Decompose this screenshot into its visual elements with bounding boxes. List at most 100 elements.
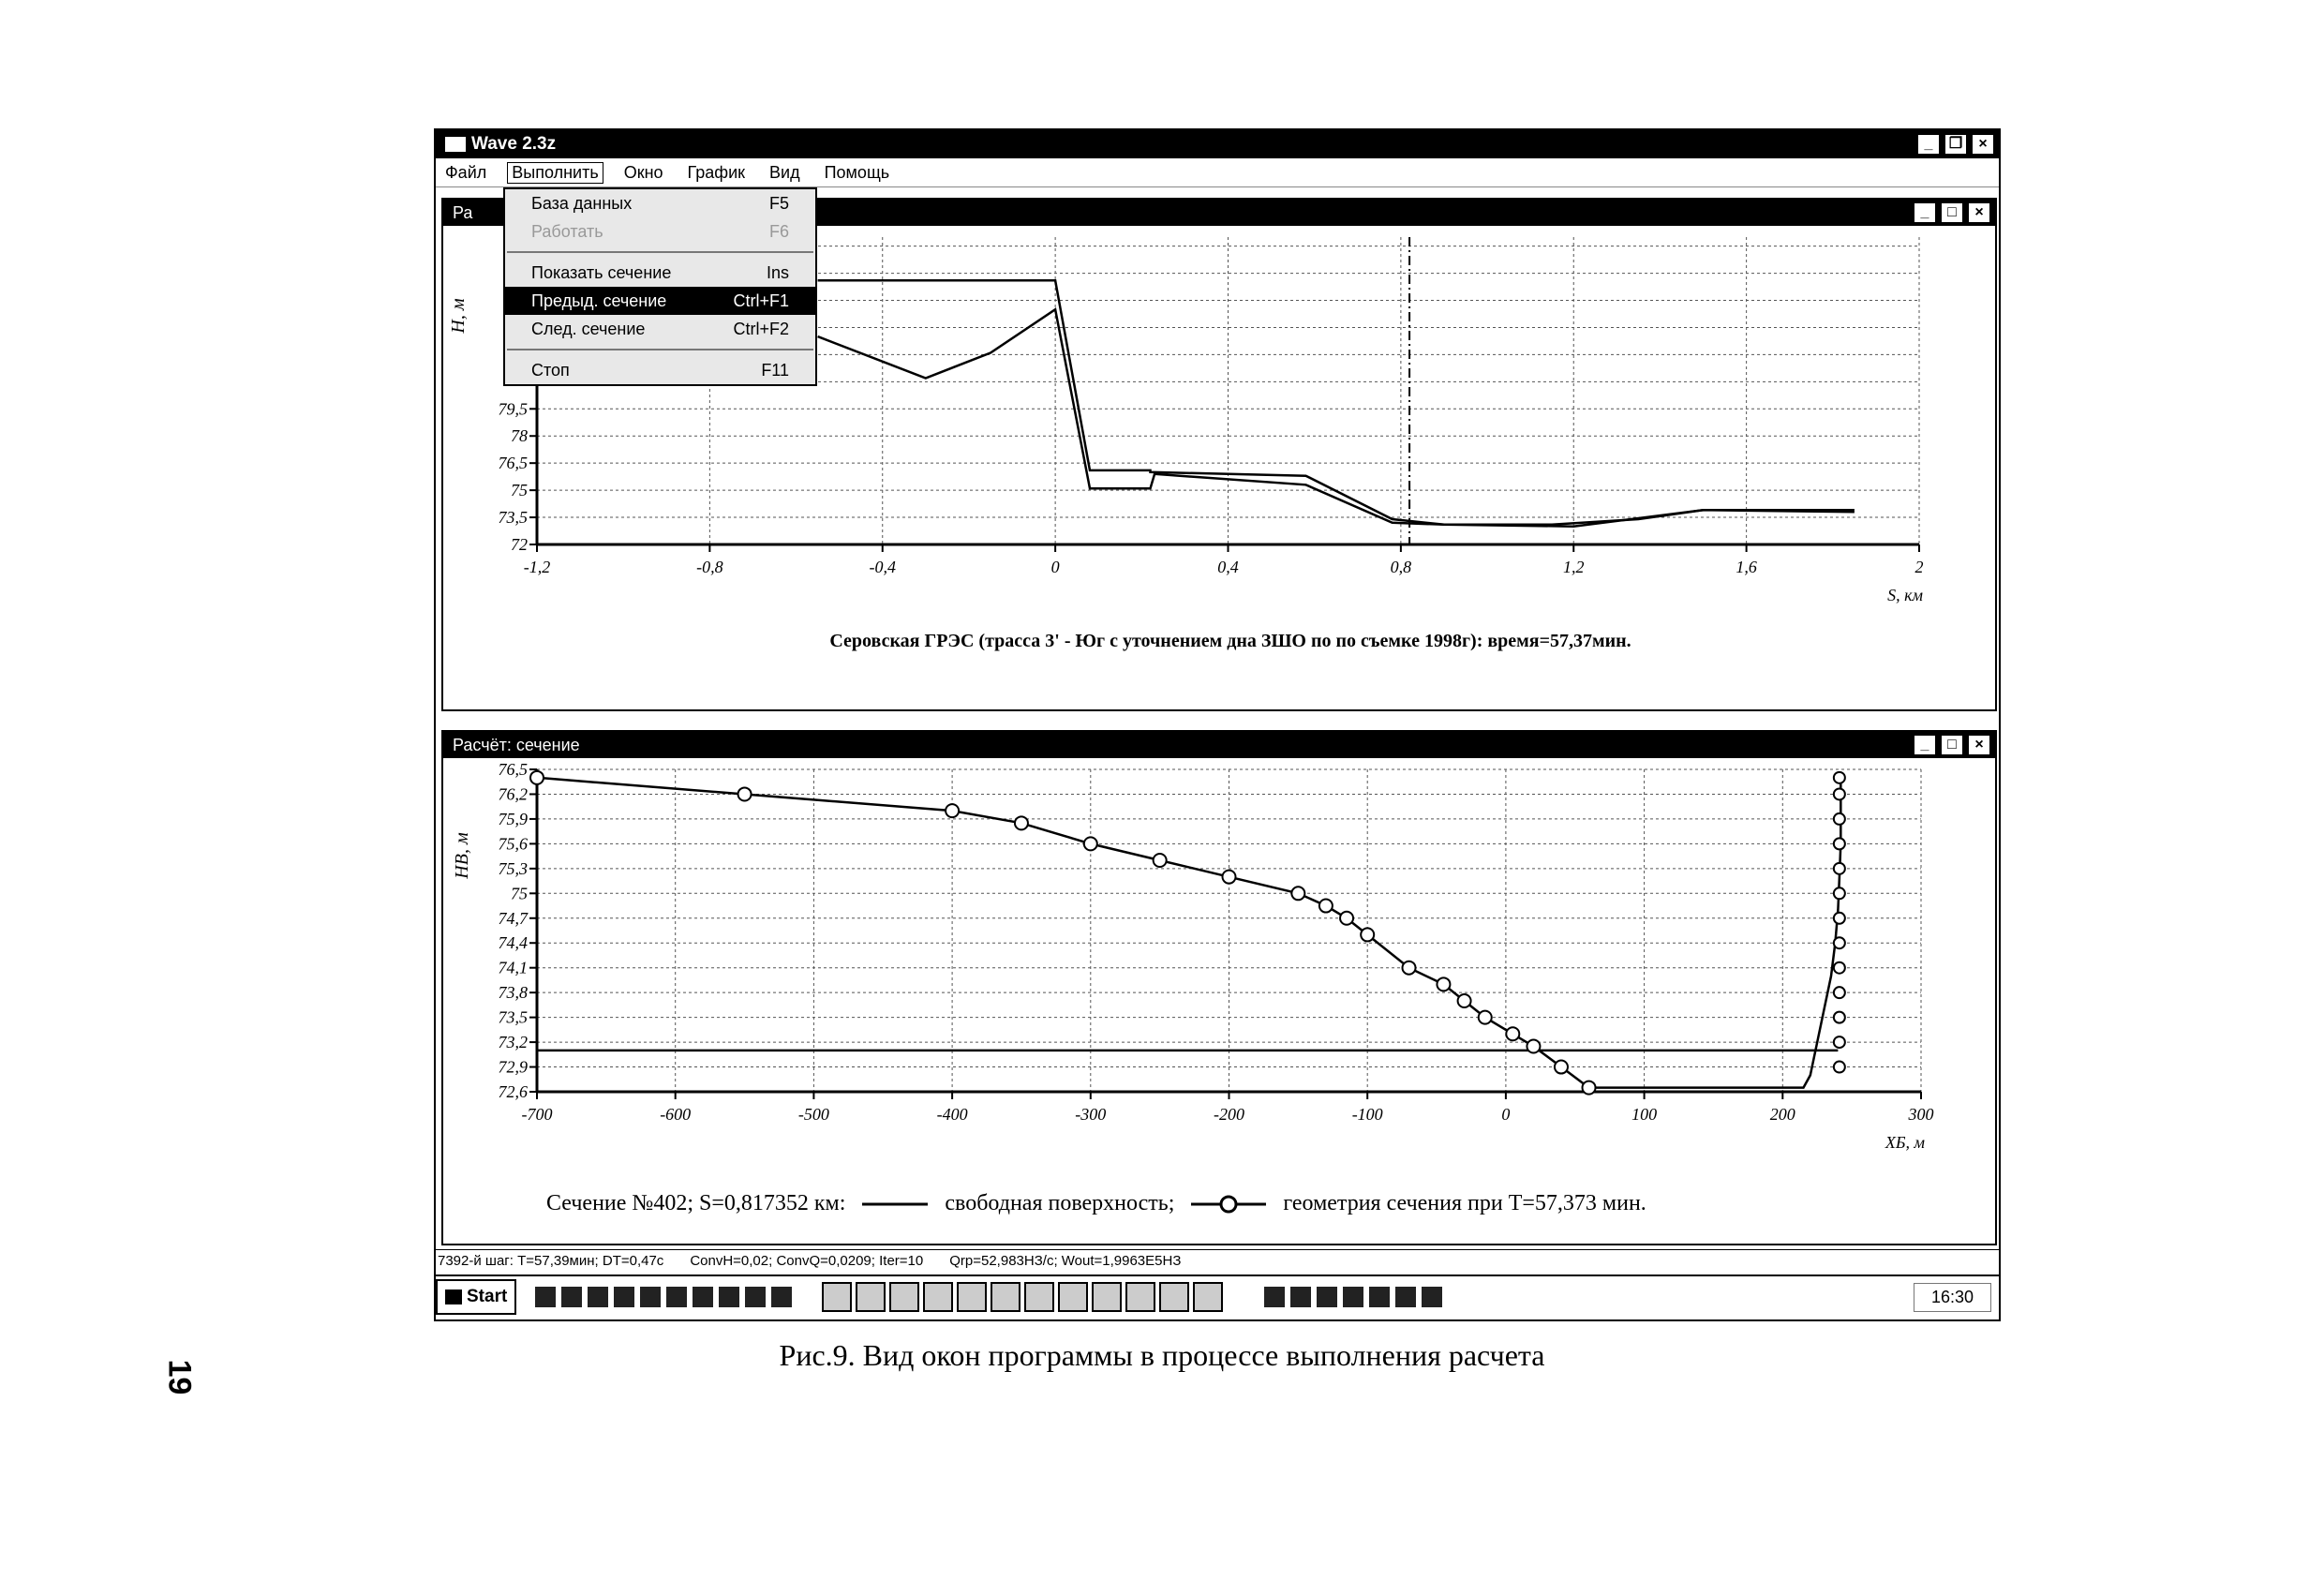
task-button[interactable]	[1159, 1282, 1190, 1312]
y-tick-label: 76,2	[499, 784, 529, 803]
x-tick-label: -1,2	[524, 558, 551, 576]
tray-icon[interactable]	[1422, 1287, 1443, 1307]
series-line	[536, 776, 1842, 1089]
x-tick-label: -0,4	[870, 558, 897, 576]
tray-icon[interactable]	[1290, 1287, 1312, 1307]
quicklaunch-icon[interactable]	[614, 1287, 635, 1307]
menu-view[interactable]: Вид	[769, 162, 800, 182]
x-tick-label: 2	[1915, 558, 1924, 576]
x-tick-label: 0,4	[1217, 558, 1239, 576]
menu-graph[interactable]: График	[687, 162, 746, 182]
task-button[interactable]	[923, 1282, 954, 1312]
task-button[interactable]	[1024, 1282, 1055, 1312]
menu-help[interactable]: Помощь	[824, 162, 890, 182]
geometry-marker	[1082, 836, 1098, 852]
y-tick-label: 74,7	[499, 909, 529, 928]
x-tick-label: 300	[1908, 1105, 1934, 1124]
legend-surface-label: свободная поверхность;	[945, 1191, 1175, 1215]
geometry-marker	[1832, 812, 1846, 826]
y-tick-label: 74,1	[499, 959, 529, 977]
child1-minimize-button[interactable]: _	[1913, 201, 1937, 224]
tray-icon[interactable]	[1264, 1287, 1286, 1307]
x-tick-label: 100	[1631, 1105, 1657, 1124]
geometry-marker	[1553, 1059, 1569, 1075]
task-button[interactable]	[957, 1282, 988, 1312]
child2-close-button[interactable]: ×	[1967, 734, 1991, 756]
quicklaunch-icon[interactable]	[745, 1287, 767, 1307]
quicklaunch-icon[interactable]	[561, 1287, 583, 1307]
close-button[interactable]: ×	[1971, 133, 1995, 156]
figure-caption: Рис.9. Вид окон программы в процессе вып…	[779, 1338, 1545, 1372]
menu-run[interactable]: Выполнить	[507, 161, 603, 184]
quicklaunch-icon[interactable]	[535, 1287, 557, 1307]
task-button[interactable]	[1125, 1282, 1156, 1312]
quick-launch	[535, 1287, 797, 1307]
status-discharge: Qrp=52,983НЗ/с; Wout=1,9963E5НЗ	[949, 1253, 1182, 1269]
child2-maximize-button[interactable]: □	[1940, 734, 1964, 756]
child2-minimize-button[interactable]: _	[1913, 734, 1937, 756]
geometry-marker	[1832, 837, 1846, 851]
menu-separator	[507, 349, 813, 350]
run-menu-item-shortcut: Ctrl+F2	[733, 319, 789, 338]
quicklaunch-icon[interactable]	[666, 1287, 688, 1307]
x-tick-label: -700	[522, 1105, 553, 1124]
menu-window[interactable]: Окно	[623, 162, 663, 182]
geometry-marker	[1221, 869, 1237, 885]
geometry-marker	[1832, 1060, 1846, 1074]
task-button[interactable]	[856, 1282, 886, 1312]
y-tick-label: 76,5	[499, 760, 529, 779]
run-menu-item-label: База данных	[531, 193, 633, 213]
legend-geometry-label: геометрия сечения при T=57,373 мин.	[1283, 1191, 1646, 1215]
run-menu-dropdown: База данных F5 Работать F6 Показать сечение I…	[503, 187, 817, 386]
quicklaunch-icon[interactable]	[719, 1287, 740, 1307]
geometry-marker	[1832, 911, 1846, 925]
tray-icon[interactable]	[1343, 1287, 1364, 1307]
legend-geometry-swatch	[1191, 1195, 1267, 1213]
status-convergence: ConvH=0,02; ConvQ=0,0209; Iter=10	[690, 1253, 924, 1269]
run-menu-item-label: Показать сечение	[531, 262, 672, 282]
task-button[interactable]	[1058, 1282, 1089, 1312]
profile-window-title: Ра	[453, 202, 473, 222]
run-menu-item-label: След. сечение	[531, 319, 646, 338]
child1-close-button[interactable]: ×	[1967, 201, 1991, 224]
run-menu-item[interactable]: Предыд. сечение Ctrl+F1	[505, 287, 815, 315]
y-tick-label: 75,9	[499, 810, 529, 828]
task-button[interactable]	[1193, 1282, 1224, 1312]
minimize-button[interactable]: _	[1916, 133, 1941, 156]
windows-logo-icon	[445, 1289, 462, 1304]
quicklaunch-icon[interactable]	[588, 1287, 609, 1307]
tray-icon[interactable]	[1317, 1287, 1338, 1307]
quicklaunch-icon[interactable]	[693, 1287, 714, 1307]
task-button[interactable]	[991, 1282, 1021, 1312]
x-tick-label: -300	[1075, 1105, 1106, 1124]
run-menu-item[interactable]: Стоп F11	[505, 356, 815, 384]
run-menu-item[interactable]: Показать сечение Ins	[505, 259, 815, 287]
quicklaunch-icon[interactable]	[771, 1287, 793, 1307]
status-bar: 7392-й шаг: T=57,39мин; DT=0,47с ConvH=0…	[434, 1249, 2001, 1272]
tray-icon[interactable]	[1395, 1287, 1417, 1307]
task-button[interactable]	[822, 1282, 853, 1312]
start-button[interactable]: Start	[436, 1279, 517, 1315]
y-tick-label: 72	[511, 535, 528, 554]
restore-button[interactable]: ❐	[1944, 133, 1968, 156]
task-button[interactable]	[889, 1282, 920, 1312]
geometry-marker	[945, 803, 961, 819]
run-menu-item: Работать F6	[505, 217, 815, 246]
app-titlebar: Wave 2.3z _ ❐ ×	[436, 130, 1999, 158]
run-menu-item[interactable]: База данных F5	[505, 189, 815, 217]
tray-icon[interactable]	[1369, 1287, 1391, 1307]
y-tick-label: 76,5	[499, 454, 529, 472]
child1-maximize-button[interactable]: □	[1940, 201, 1964, 224]
y-tick-label: 74,4	[499, 933, 529, 952]
run-menu-item[interactable]: След. сечение Ctrl+F2	[505, 315, 815, 343]
geometry-marker	[1477, 1009, 1493, 1025]
task-button[interactable]	[1092, 1282, 1123, 1312]
y-tick-label: 73,5	[499, 1008, 529, 1027]
y-axis-label: HB, м	[452, 832, 472, 880]
clock[interactable]: 16:30	[1913, 1282, 1991, 1312]
legend-surface-swatch	[862, 1202, 929, 1205]
menu-file[interactable]: Файл	[445, 162, 487, 182]
run-menu-item-shortcut: Ctrl+F1	[733, 291, 789, 310]
x-tick-label: -600	[660, 1105, 691, 1124]
quicklaunch-icon[interactable]	[640, 1287, 662, 1307]
